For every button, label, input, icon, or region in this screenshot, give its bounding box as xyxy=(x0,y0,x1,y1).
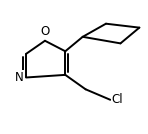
Text: O: O xyxy=(40,25,50,38)
Text: N: N xyxy=(14,71,23,84)
Text: Cl: Cl xyxy=(112,93,123,106)
